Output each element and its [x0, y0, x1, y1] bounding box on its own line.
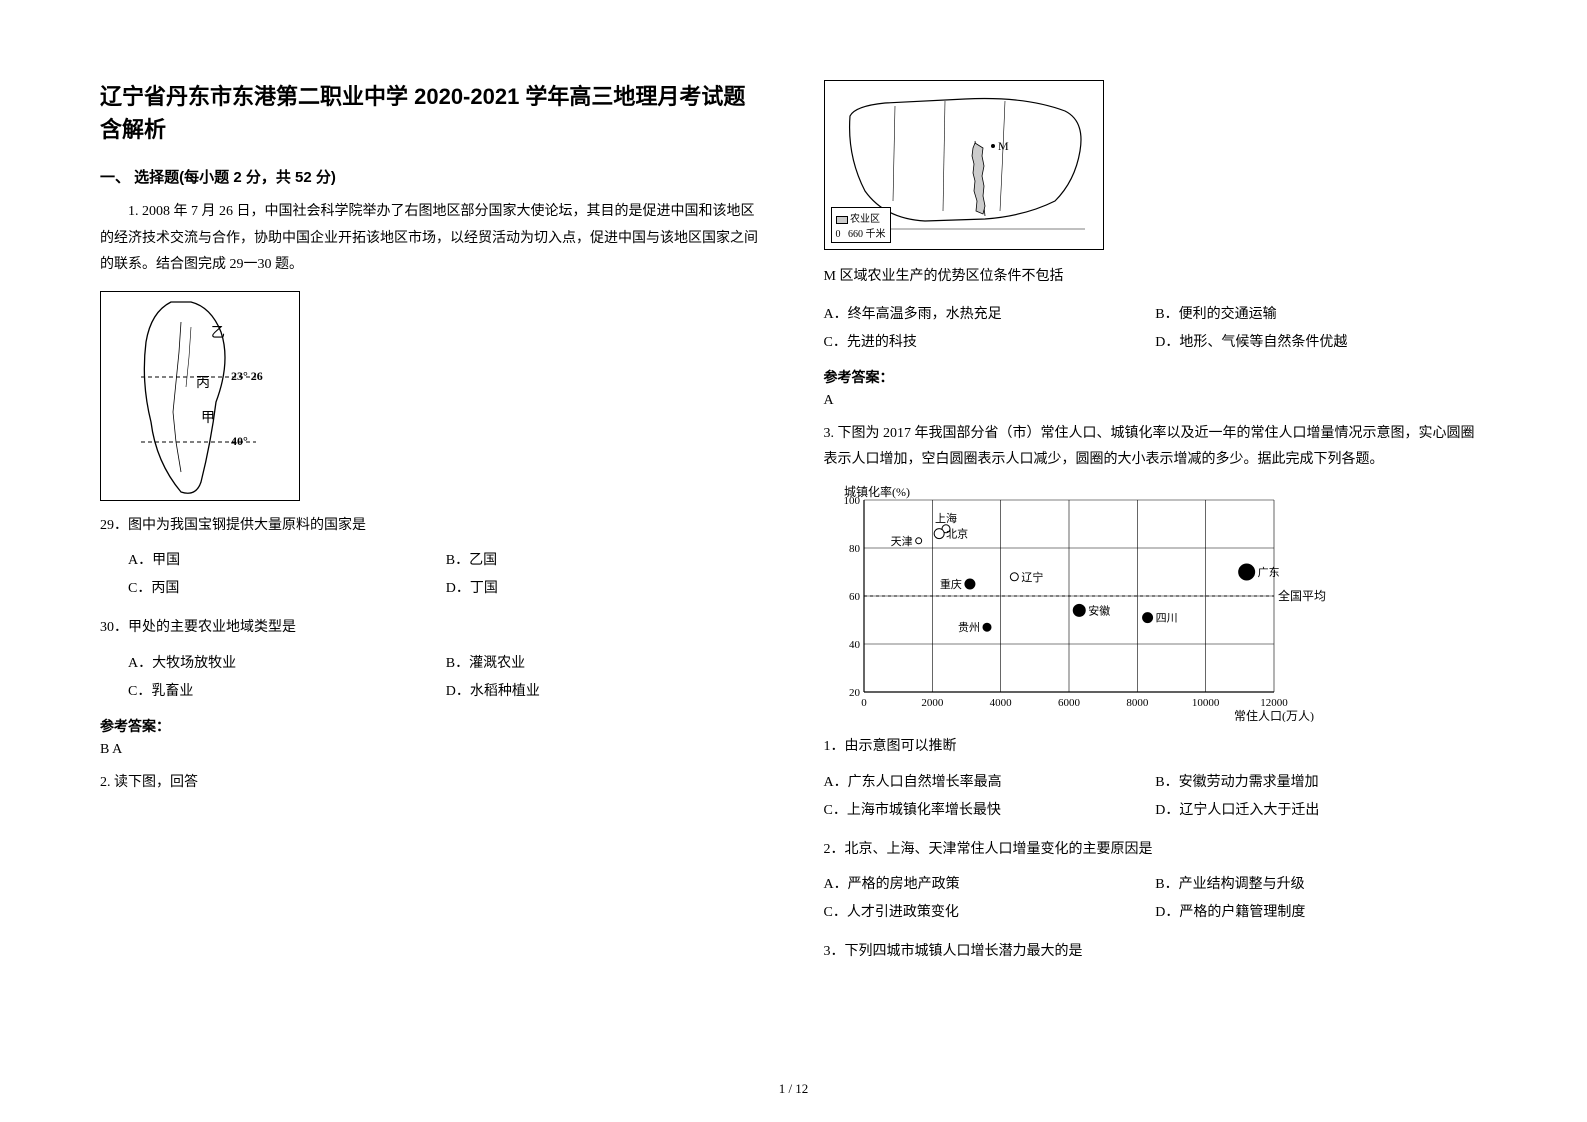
q2-opt-c: C．先进的科技: [824, 329, 1156, 357]
svg-text:北京: 北京: [946, 527, 968, 541]
q3-1-d: D．辽宁人口迁入大于迁出: [1155, 797, 1487, 825]
legend-agri: 农业区: [850, 214, 880, 225]
map-label-yi: 乙: [211, 325, 225, 341]
q29-opt-a: A．甲国: [128, 547, 446, 575]
svg-text:重庆: 重庆: [939, 577, 961, 591]
q3-2-b: B．产业结构调整与升级: [1155, 871, 1487, 899]
q3-1-a: A．广东人口自然增长率最高: [824, 769, 1156, 797]
svg-text:2000: 2000: [921, 697, 944, 709]
doc-title: 辽宁省丹东市东港第二职业中学 2020-2021 学年高三地理月考试题含解析: [100, 80, 764, 146]
legend-scale: 0 660 千米: [836, 229, 886, 240]
q3-1-c: C．上海市城镇化率增长最快: [824, 797, 1156, 825]
q1-ans: B A: [100, 742, 764, 758]
q2-stem: 2. 读下图，回答: [100, 770, 764, 797]
q29-opt-b: B．乙国: [446, 547, 764, 575]
svg-text:4000: 4000: [989, 697, 1012, 709]
svg-text:40: 40: [849, 639, 861, 651]
q30-stem: 30．甲处的主要农业地域类型是: [100, 615, 764, 642]
svg-text:全国平均: 全国平均: [1278, 588, 1326, 603]
lat-40: 40°: [231, 434, 248, 448]
q3-1-stem: 1．由示意图可以推断: [824, 734, 1488, 761]
lat-23: 23° 26: [231, 369, 263, 383]
svg-text:城镇化率(%): 城镇化率(%): [844, 484, 910, 499]
svg-text:10000: 10000: [1191, 697, 1219, 709]
map-label-jia: 甲: [201, 411, 215, 426]
urbanization-chart: 20406080100020004000600080001000012000全国…: [824, 482, 1344, 722]
svg-text:常住人口(万人): 常住人口(万人): [1234, 709, 1314, 722]
svg-text:0: 0: [861, 697, 867, 709]
q2-ans: A: [824, 393, 1488, 409]
q2-ans-label: 参考答案：: [824, 367, 1488, 387]
q3-2-a: A．严格的房地产政策: [824, 871, 1156, 899]
svg-text:广东: 广东: [1257, 566, 1279, 579]
map-m-label: M: [998, 139, 1009, 153]
q3-3-stem: 3．下列四城市城镇人口增长潜力最大的是: [824, 939, 1488, 966]
q30-opt-a: A．大牧场放牧业: [128, 650, 446, 678]
q30-opt-d: D．水稻种植业: [446, 678, 764, 706]
svg-text:贵州: 贵州: [958, 621, 980, 634]
svg-text:8000: 8000: [1126, 697, 1149, 709]
q3-1-b: B．安徽劳动力需求量增加: [1155, 769, 1487, 797]
svg-text:6000: 6000: [1058, 697, 1081, 709]
q2-opt-b: B．便利的交通运输: [1155, 301, 1487, 329]
map-legend: 农业区 0 660 千米: [831, 207, 891, 243]
q29-opt-d: D．丁国: [446, 575, 764, 603]
q30-opt-c: C．乳畜业: [128, 678, 446, 706]
svg-text:12000: 12000: [1260, 697, 1288, 709]
svg-text:辽宁: 辽宁: [1021, 570, 1043, 584]
section-header: 一、 选择题(每小题 2 分，共 52 分): [100, 166, 764, 187]
svg-text:安徽: 安徽: [1088, 603, 1110, 617]
q29-opt-c: C．丙国: [128, 575, 446, 603]
q29-stem: 29．图中为我国宝钢提供大量原料的国家是: [100, 513, 764, 540]
map-usa: M 农业区 0 660 千米: [824, 80, 1104, 250]
svg-text:上海: 上海: [935, 511, 957, 525]
q30-opt-b: B．灌溉农业: [446, 650, 764, 678]
map-south-america: 乙 丙 甲 23° 26 40°: [100, 291, 300, 501]
q1-ans-label: 参考答案：: [100, 716, 764, 736]
q3-2-stem: 2．北京、上海、天津常住人口增量变化的主要原因是: [824, 837, 1488, 864]
svg-text:80: 80: [849, 543, 861, 555]
svg-text:20: 20: [849, 687, 861, 699]
svg-text:四川: 四川: [1155, 613, 1177, 625]
page-footer: 1 / 12: [0, 1081, 1587, 1097]
q2-opt-a: A．终年高温多雨，水热充足: [824, 301, 1156, 329]
q2-sub-stem: M 区域农业生产的优势区位条件不包括: [824, 262, 1488, 293]
q2-opt-d: D．地形、气候等自然条件优越: [1155, 329, 1487, 357]
q1-intro: 1. 2008 年 7 月 26 日，中国社会科学院举办了右图地区部分国家大使论…: [100, 199, 764, 279]
svg-text:60: 60: [849, 591, 861, 603]
svg-text:天津: 天津: [890, 535, 912, 548]
q3-2-d: D．严格的户籍管理制度: [1155, 899, 1487, 927]
map-label-bing: 丙: [196, 376, 210, 391]
q3-2-c: C．人才引进政策变化: [824, 899, 1156, 927]
q3-intro: 3. 下图为 2017 年我国部分省（市）常住人口、城镇化率以及近一年的常住人口…: [824, 421, 1488, 474]
